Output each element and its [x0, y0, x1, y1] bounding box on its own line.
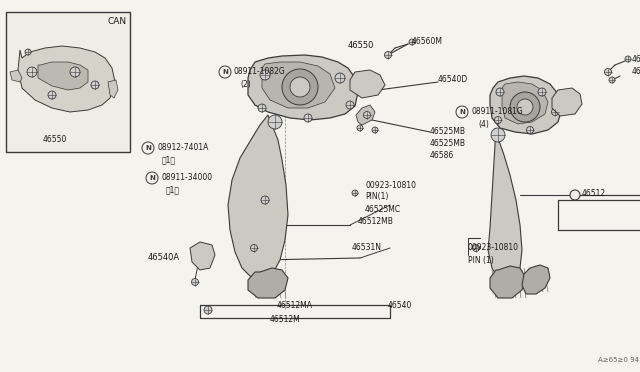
- Circle shape: [510, 92, 540, 122]
- Circle shape: [491, 128, 505, 142]
- Circle shape: [268, 115, 282, 129]
- Text: CAN: CAN: [108, 17, 127, 26]
- Polygon shape: [522, 265, 550, 294]
- Text: 08911-1081G: 08911-1081G: [471, 108, 523, 116]
- Text: 46550: 46550: [43, 135, 67, 144]
- Circle shape: [570, 190, 580, 200]
- Text: N: N: [145, 145, 151, 151]
- Circle shape: [260, 70, 270, 80]
- Polygon shape: [248, 268, 288, 298]
- Polygon shape: [356, 105, 375, 125]
- Text: 46550: 46550: [348, 42, 374, 51]
- Polygon shape: [490, 76, 562, 134]
- Text: 46531N: 46531N: [352, 244, 382, 253]
- Circle shape: [372, 127, 378, 133]
- Circle shape: [472, 244, 479, 251]
- Text: 46520A: 46520A: [632, 67, 640, 77]
- Polygon shape: [18, 46, 115, 112]
- Circle shape: [385, 51, 392, 58]
- Text: （1）: （1）: [162, 155, 176, 164]
- Circle shape: [27, 67, 37, 77]
- Text: 46512M: 46512M: [269, 315, 300, 324]
- Text: 00923-10810: 00923-10810: [365, 180, 416, 189]
- Text: PIN (1): PIN (1): [468, 256, 493, 264]
- Circle shape: [495, 116, 502, 124]
- Text: 46512MA: 46512MA: [277, 301, 313, 311]
- Text: 46512: 46512: [582, 189, 606, 199]
- Bar: [6, 12, 130, 152]
- Polygon shape: [502, 82, 548, 124]
- Circle shape: [552, 109, 559, 115]
- Polygon shape: [228, 115, 288, 280]
- Circle shape: [282, 69, 318, 105]
- Circle shape: [538, 88, 546, 96]
- Circle shape: [48, 91, 56, 99]
- Circle shape: [191, 279, 198, 285]
- Polygon shape: [38, 62, 88, 90]
- Circle shape: [609, 77, 615, 83]
- Text: A≥65≥0 94: A≥65≥0 94: [598, 357, 639, 363]
- Polygon shape: [262, 62, 335, 108]
- Text: 46586: 46586: [430, 151, 454, 160]
- Circle shape: [25, 49, 31, 55]
- Circle shape: [409, 39, 415, 45]
- Circle shape: [290, 77, 310, 97]
- Polygon shape: [350, 70, 385, 98]
- Polygon shape: [488, 128, 522, 282]
- Circle shape: [250, 244, 257, 251]
- Polygon shape: [10, 70, 22, 82]
- Circle shape: [527, 126, 534, 134]
- Polygon shape: [490, 266, 526, 298]
- Text: 08911-1082G: 08911-1082G: [234, 67, 285, 77]
- Text: 46525MC: 46525MC: [365, 205, 401, 215]
- Circle shape: [605, 68, 611, 76]
- Text: 46560E: 46560E: [632, 55, 640, 64]
- Circle shape: [70, 67, 80, 77]
- Text: 46540D: 46540D: [438, 76, 468, 84]
- Text: (4): (4): [478, 119, 489, 128]
- Circle shape: [346, 101, 354, 109]
- Circle shape: [204, 306, 212, 314]
- Polygon shape: [248, 55, 358, 120]
- Text: 46525MB: 46525MB: [430, 128, 466, 137]
- Text: 46560M: 46560M: [412, 38, 443, 46]
- Circle shape: [258, 104, 266, 112]
- Text: N: N: [149, 175, 155, 181]
- Circle shape: [496, 88, 504, 96]
- Text: 46525MB: 46525MB: [430, 140, 466, 148]
- Text: 08912-7401A: 08912-7401A: [157, 144, 209, 153]
- Circle shape: [304, 114, 312, 122]
- Text: 08911-34000: 08911-34000: [161, 173, 212, 183]
- Text: 46540: 46540: [388, 301, 412, 311]
- Circle shape: [625, 56, 631, 62]
- Circle shape: [352, 190, 358, 196]
- Circle shape: [357, 125, 363, 131]
- Text: PIN(1): PIN(1): [365, 192, 388, 202]
- Text: （1）: （1）: [166, 186, 180, 195]
- Text: N: N: [459, 109, 465, 115]
- Text: (2): (2): [240, 80, 251, 89]
- Polygon shape: [190, 242, 215, 270]
- Text: 00923-10810: 00923-10810: [468, 244, 519, 253]
- Polygon shape: [552, 88, 582, 116]
- Circle shape: [261, 196, 269, 204]
- Polygon shape: [108, 80, 118, 98]
- Circle shape: [517, 99, 533, 115]
- Circle shape: [335, 73, 345, 83]
- Text: 46540A: 46540A: [148, 253, 180, 263]
- Text: 46512MB: 46512MB: [358, 218, 394, 227]
- Circle shape: [91, 81, 99, 89]
- Text: N: N: [222, 69, 228, 75]
- Circle shape: [364, 112, 371, 119]
